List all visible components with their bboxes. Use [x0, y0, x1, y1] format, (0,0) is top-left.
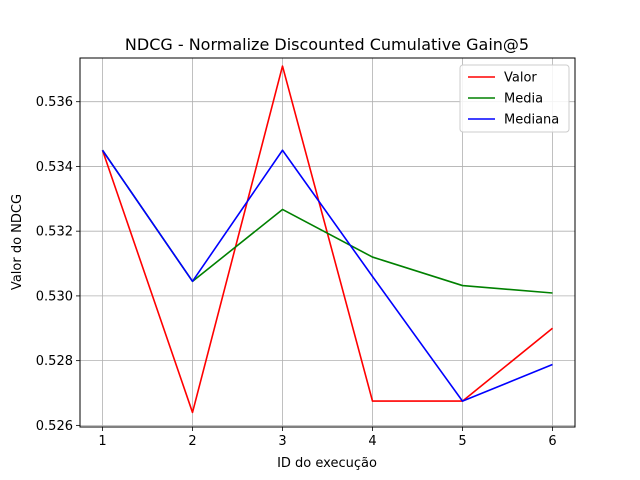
y-tick-label: 0.528 — [36, 354, 73, 369]
x-tick-label: 2 — [188, 434, 196, 449]
x-axis-label: ID do execução — [277, 456, 377, 471]
x-tick-label: 5 — [458, 434, 466, 449]
legend-label: Mediana — [504, 113, 559, 128]
y-tick-label: 0.526 — [36, 419, 73, 434]
y-tick-label: 0.536 — [36, 95, 73, 110]
legend-label: Valor — [504, 71, 537, 86]
legend: Valor Media Mediana — [459, 64, 570, 133]
x-tick-label: 1 — [98, 434, 106, 449]
y-axis-label: Valor do NDCG — [10, 194, 25, 290]
x-tick-label: 3 — [278, 434, 286, 449]
chart-title: NDCG - Normalize Discounted Cumulative G… — [125, 35, 529, 54]
x-tick-label: 6 — [548, 434, 556, 449]
series-line-mediana — [101, 149, 553, 402]
x-tick-label: 4 — [368, 434, 376, 449]
legend-box — [459, 64, 570, 133]
y-axis: 0.526 0.528 0.530 0.532 0.534 0.536 — [36, 95, 80, 434]
y-tick-label: 0.530 — [36, 289, 73, 304]
y-tick-label: 0.532 — [36, 225, 73, 240]
x-axis: 1 2 3 4 5 6 — [98, 427, 557, 449]
y-tick-label: 0.534 — [36, 160, 73, 175]
legend-label: Media — [504, 92, 543, 107]
plot-frame — [79, 57, 576, 428]
series-layer — [101, 65, 554, 414]
